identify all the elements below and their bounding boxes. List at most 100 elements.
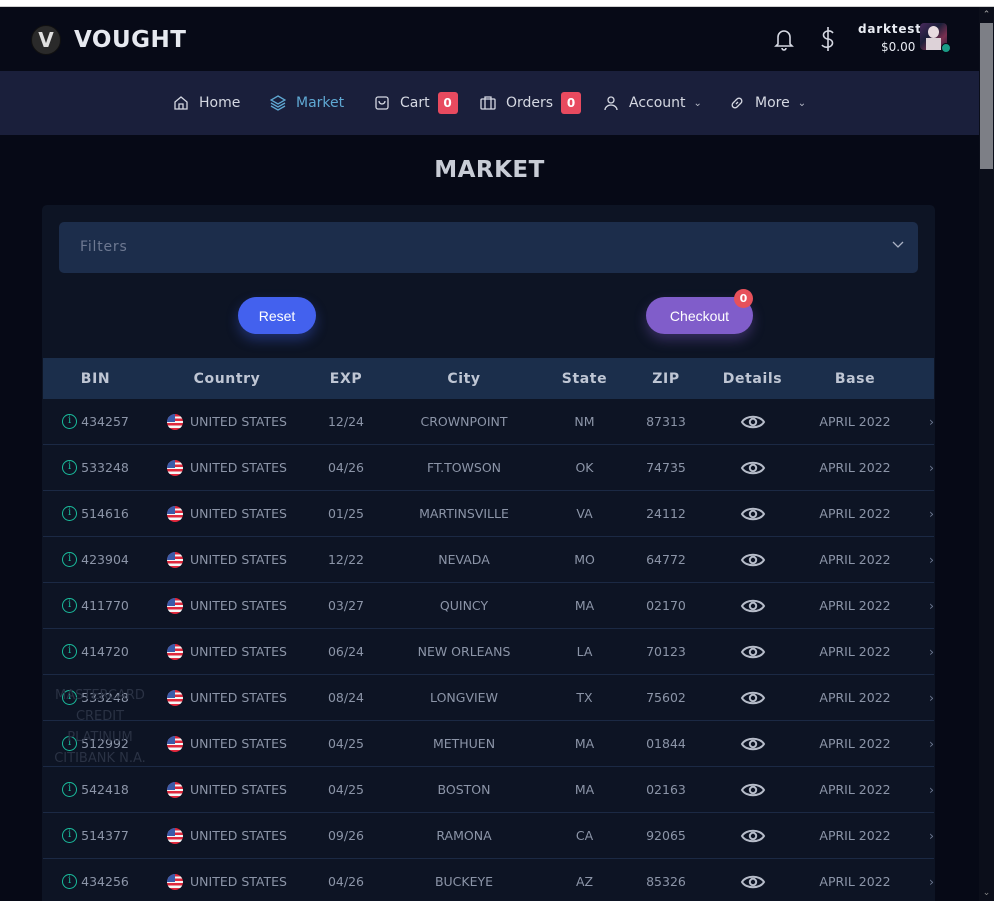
scroll-down-icon[interactable]: ⌄ bbox=[982, 888, 991, 898]
nav-more[interactable]: More ⌄ bbox=[729, 71, 806, 135]
chevron-right-icon[interactable]: › bbox=[929, 782, 934, 797]
column-header-state[interactable]: State bbox=[561, 370, 608, 387]
exp-value: 12/24 bbox=[327, 414, 365, 429]
info-icon[interactable]: i bbox=[62, 782, 78, 797]
city-value: NEW ORLEANS bbox=[417, 644, 511, 659]
info-icon[interactable]: i bbox=[62, 736, 78, 751]
eye-icon[interactable] bbox=[740, 504, 766, 524]
info-icon[interactable]: i bbox=[62, 828, 78, 843]
info-icon[interactable]: i bbox=[62, 874, 78, 889]
home-icon bbox=[174, 96, 188, 110]
reset-button[interactable]: Reset bbox=[238, 297, 316, 334]
zip-value: 87313 bbox=[646, 414, 686, 429]
eye-icon[interactable] bbox=[740, 780, 766, 800]
chevron-right-icon[interactable]: › bbox=[929, 644, 934, 659]
eye-icon[interactable] bbox=[740, 826, 766, 846]
city-value: BUCKEYE bbox=[434, 874, 494, 889]
column-header-base[interactable]: Base bbox=[834, 370, 876, 387]
base-value: APRIL 2022 bbox=[819, 782, 891, 797]
nav-cart[interactable]: Cart 0 bbox=[374, 71, 458, 135]
user-icon bbox=[604, 96, 618, 111]
chevron-right-icon[interactable]: › bbox=[929, 736, 934, 751]
nav-more-label: More bbox=[755, 95, 790, 111]
chevron-right-icon[interactable]: › bbox=[929, 506, 934, 521]
country-value: UNITED STATES bbox=[190, 828, 287, 843]
city-value: LONGVIEW bbox=[430, 690, 498, 705]
exp-value: 04/26 bbox=[327, 874, 365, 889]
table-row: i 514377 UNITED STATES 09/26 RAMONA CA 9… bbox=[43, 813, 934, 859]
exp-value: 08/24 bbox=[327, 690, 365, 705]
info-icon[interactable]: i bbox=[62, 598, 78, 613]
dollar-icon[interactable] bbox=[818, 25, 838, 53]
base-value: APRIL 2022 bbox=[819, 874, 891, 889]
table-row: i 542418 UNITED STATES 04/25 BOSTON MA 0… bbox=[43, 767, 934, 813]
column-header-country[interactable]: Country bbox=[193, 370, 261, 387]
brand-logo[interactable]: V VOUGHT bbox=[31, 25, 186, 55]
eye-icon[interactable] bbox=[740, 550, 766, 570]
chevron-right-icon[interactable]: › bbox=[929, 874, 934, 889]
user-name[interactable]: darktest bbox=[858, 22, 922, 36]
eye-icon[interactable] bbox=[740, 642, 766, 662]
bin-value: 512992 bbox=[81, 736, 129, 751]
us-flag-icon bbox=[167, 827, 184, 844]
us-flag-icon bbox=[167, 597, 184, 614]
us-flag-icon bbox=[167, 643, 184, 660]
state-value: NM bbox=[574, 414, 595, 429]
chevron-right-icon[interactable]: › bbox=[929, 552, 934, 567]
state-value: OK bbox=[575, 460, 594, 475]
column-header-zip[interactable]: ZIP bbox=[652, 370, 680, 387]
table-row: i 533248 UNITED STATES 08/24 LONGVIEW TX… bbox=[43, 675, 934, 721]
eye-icon[interactable] bbox=[740, 734, 766, 754]
column-header-details[interactable]: Details bbox=[722, 370, 783, 387]
chevron-right-icon[interactable]: › bbox=[929, 460, 934, 475]
chevron-right-icon[interactable]: › bbox=[929, 828, 934, 843]
zip-value: 92065 bbox=[646, 828, 686, 843]
zip-value: 01844 bbox=[646, 736, 686, 751]
table-row: i 512992 UNITED STATES 04/25 METHUEN MA … bbox=[43, 721, 934, 767]
scrollbar-thumb[interactable] bbox=[980, 23, 993, 169]
filters-dropdown[interactable]: Filters bbox=[59, 222, 918, 273]
info-icon[interactable]: i bbox=[62, 690, 78, 705]
nav-market-label: Market bbox=[296, 95, 345, 111]
eye-icon[interactable] bbox=[740, 688, 766, 708]
chevron-right-icon[interactable]: › bbox=[929, 690, 934, 705]
nav-market[interactable]: Market bbox=[270, 71, 344, 135]
scroll-up-icon[interactable]: ⌃ bbox=[982, 10, 991, 20]
info-icon[interactable]: i bbox=[62, 414, 78, 429]
nav-home[interactable]: Home bbox=[173, 71, 240, 135]
info-icon[interactable]: i bbox=[62, 644, 78, 659]
column-header-exp[interactable]: EXP bbox=[329, 370, 363, 387]
state-value: AZ bbox=[575, 874, 594, 889]
page-scrollbar[interactable]: ⌃ ⌄ bbox=[979, 7, 994, 901]
chevron-right-icon[interactable]: › bbox=[929, 414, 934, 429]
info-icon[interactable]: i bbox=[62, 460, 78, 475]
info-icon[interactable]: i bbox=[62, 506, 78, 521]
zip-value: 74735 bbox=[646, 460, 686, 475]
eye-icon[interactable] bbox=[740, 872, 766, 892]
us-flag-icon bbox=[167, 689, 184, 706]
nav-orders[interactable]: Orders 0 bbox=[480, 71, 582, 135]
country-value: UNITED STATES bbox=[190, 690, 287, 705]
base-value: APRIL 2022 bbox=[819, 506, 891, 521]
column-header-city[interactable]: City bbox=[447, 370, 481, 387]
eye-icon[interactable] bbox=[740, 596, 766, 616]
eye-icon[interactable] bbox=[740, 412, 766, 432]
exp-value: 04/26 bbox=[327, 460, 365, 475]
eye-icon[interactable] bbox=[740, 458, 766, 478]
country-value: UNITED STATES bbox=[190, 736, 287, 751]
nav-account[interactable]: Account ⌄ bbox=[603, 71, 702, 135]
column-header-bin[interactable]: BIN bbox=[80, 370, 111, 387]
page: V VOUGHT darktest $0.00 Home Market bbox=[0, 7, 979, 901]
info-icon[interactable]: i bbox=[62, 552, 78, 567]
briefcase-icon bbox=[480, 96, 496, 110]
zip-value: 64772 bbox=[646, 552, 686, 567]
bell-icon[interactable] bbox=[772, 26, 796, 52]
exp-value: 01/25 bbox=[327, 506, 365, 521]
link-icon bbox=[731, 97, 743, 109]
nav-cart-label: Cart bbox=[400, 95, 430, 111]
cart-count-badge: 0 bbox=[437, 92, 458, 114]
table-row: i 514616 UNITED STATES 01/25 MARTINSVILL… bbox=[43, 491, 934, 537]
chevron-right-icon[interactable]: › bbox=[929, 598, 934, 613]
exp-value: 03/27 bbox=[327, 598, 365, 613]
zip-value: 24112 bbox=[646, 506, 686, 521]
